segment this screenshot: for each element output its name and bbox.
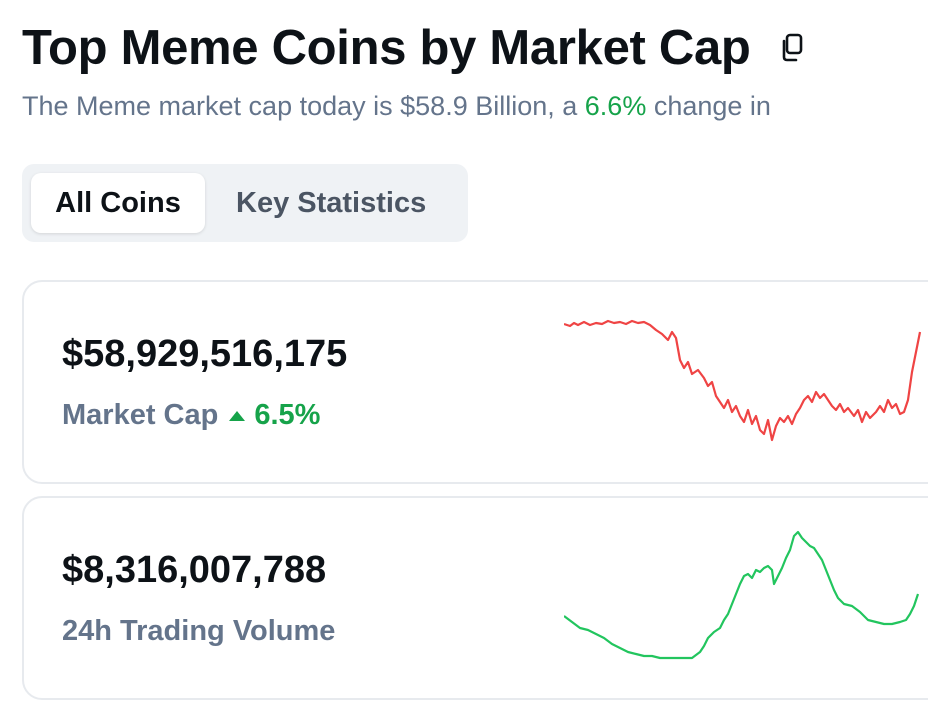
- market-cap-label: Market Cap: [62, 399, 219, 431]
- summary-change: 6.6%: [584, 91, 647, 121]
- volume-label: 24h Trading Volume: [62, 615, 336, 647]
- market-cap-label-row: Market Cap 6.5%: [62, 399, 320, 432]
- market-summary: The Meme market cap today is $58.9 Billi…: [22, 88, 771, 124]
- copy-icon: [782, 33, 802, 62]
- tab-all-coins[interactable]: All Coins: [31, 173, 205, 233]
- view-tabs: All Coins Key Statistics: [22, 164, 468, 242]
- volume-label-row: 24h Trading Volume: [62, 615, 335, 648]
- market-cap-card: $58,929,516,175 Market Cap 6.5%: [22, 280, 928, 484]
- caret-up-icon: [229, 410, 246, 421]
- summary-suffix: change in: [646, 91, 771, 121]
- title-row: Top Meme Coins by Market Cap: [22, 18, 807, 78]
- market-cap-change-value: 6.5%: [254, 399, 321, 431]
- volume-sparkline-line: [564, 530, 920, 660]
- page-title: Top Meme Coins by Market Cap: [22, 21, 751, 75]
- volume-value: $8,316,007,788: [62, 549, 327, 591]
- volume-sparkline: [564, 530, 920, 660]
- tab-key-statistics[interactable]: Key Statistics: [236, 186, 427, 219]
- market-cap-sparkline-line: [564, 319, 922, 442]
- copy-button[interactable]: [777, 31, 807, 65]
- market-cap-change: 6.5%: [228, 399, 320, 432]
- volume-card: $8,316,007,788 24h Trading Volume: [22, 496, 928, 700]
- summary-prefix: The Meme market cap today is $58.9 Billi…: [22, 91, 585, 121]
- market-cap-value: $58,929,516,175: [62, 333, 348, 375]
- market-cap-sparkline: [564, 319, 922, 442]
